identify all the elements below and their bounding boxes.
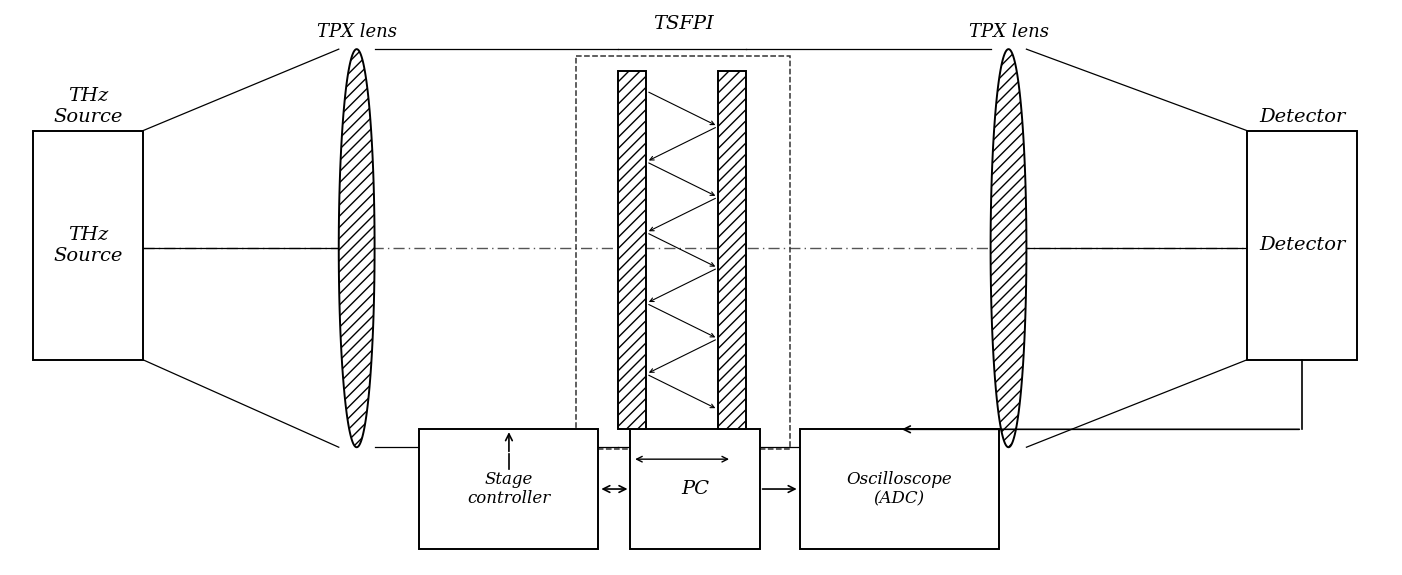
Bar [618, 71, 646, 430]
Text: THz
Source: THz Source [53, 226, 122, 264]
Bar [799, 430, 998, 549]
Polygon shape [339, 49, 374, 447]
Bar [1248, 131, 1357, 359]
Text: Stage
controller: Stage controller [467, 471, 551, 507]
Text: Oscilloscope
(ADC): Oscilloscope (ADC) [847, 471, 952, 507]
Text: TSFPI: TSFPI [653, 15, 714, 33]
Bar [34, 131, 143, 359]
Text: Detector: Detector [1259, 236, 1346, 254]
Bar [576, 56, 789, 449]
Text: THz
Source: THz Source [53, 87, 122, 126]
Text: TPX lens: TPX lens [969, 23, 1049, 41]
Bar [419, 430, 599, 549]
Text: PC: PC [681, 480, 709, 498]
Polygon shape [991, 49, 1026, 447]
Bar [718, 71, 746, 430]
Bar [631, 430, 760, 549]
Text: TPX lens: TPX lens [317, 23, 397, 41]
Text: Detector: Detector [1259, 108, 1346, 126]
